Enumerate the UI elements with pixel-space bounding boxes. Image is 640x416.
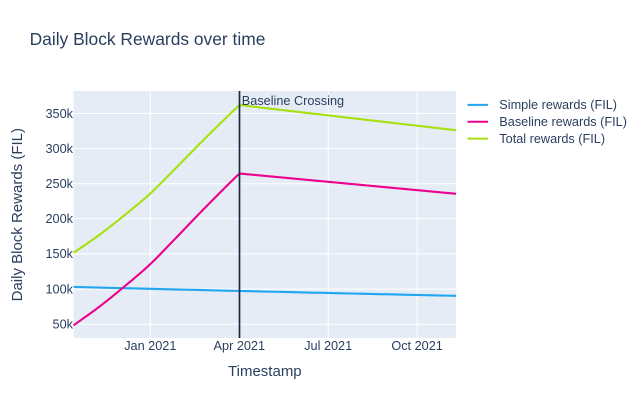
- svg-text:250k: 250k: [45, 177, 73, 191]
- svg-text:100k: 100k: [45, 283, 73, 297]
- svg-text:Simple rewards (FIL): Simple rewards (FIL): [499, 98, 617, 112]
- svg-text:Jul 2021: Jul 2021: [304, 339, 352, 353]
- svg-text:Timestamp: Timestamp: [228, 363, 302, 380]
- svg-text:Daily Block Rewards over time: Daily Block Rewards over time: [30, 29, 266, 49]
- svg-text:Total rewards (FIL): Total rewards (FIL): [499, 132, 605, 146]
- svg-text:Jan 2021: Jan 2021: [124, 339, 176, 353]
- svg-text:300k: 300k: [45, 142, 73, 156]
- svg-text:150k: 150k: [45, 247, 73, 261]
- svg-text:Oct 2021: Oct 2021: [391, 339, 443, 353]
- svg-text:350k: 350k: [45, 107, 73, 121]
- svg-text:Apr 2021: Apr 2021: [214, 339, 266, 353]
- svg-text:50k: 50k: [53, 318, 74, 332]
- svg-text:Baseline Crossing: Baseline Crossing: [242, 94, 344, 108]
- svg-text:Baseline rewards (FIL): Baseline rewards (FIL): [499, 115, 627, 129]
- svg-text:Daily Block Rewards (FIL): Daily Block Rewards (FIL): [9, 128, 26, 301]
- svg-text:200k: 200k: [45, 212, 73, 226]
